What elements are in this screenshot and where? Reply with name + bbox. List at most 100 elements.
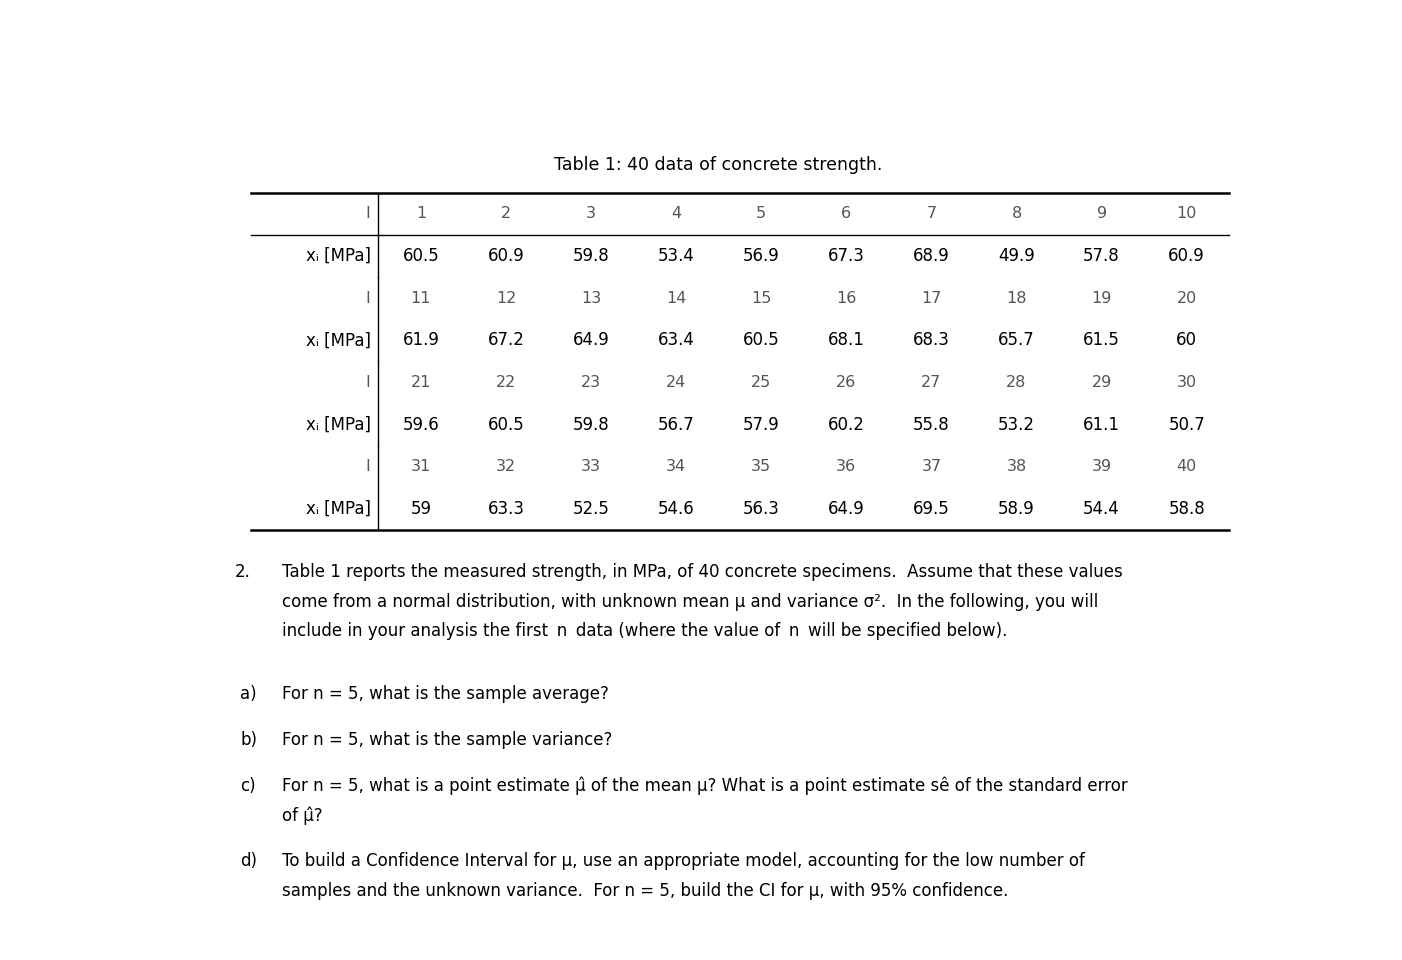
Text: 57.8: 57.8: [1084, 247, 1120, 265]
Text: Table 1: 40 data of concrete strength.: Table 1: 40 data of concrete strength.: [554, 156, 883, 174]
Text: 63.3: 63.3: [488, 500, 524, 517]
Text: 58.9: 58.9: [998, 500, 1035, 517]
Text: 29: 29: [1092, 375, 1112, 390]
Text: 60.9: 60.9: [1168, 247, 1206, 265]
Text: Table 1 reports the measured strength, in MPa, of 40 concrete specimens.  Assume: Table 1 reports the measured strength, i…: [282, 564, 1123, 581]
Text: 2.: 2.: [236, 564, 251, 581]
Text: 39: 39: [1092, 459, 1112, 474]
Text: 60.2: 60.2: [829, 416, 865, 434]
Text: 69.5: 69.5: [913, 500, 949, 517]
Text: a): a): [241, 685, 257, 703]
Text: I: I: [366, 291, 370, 305]
Text: 58.8: 58.8: [1168, 500, 1206, 517]
Text: 9: 9: [1096, 206, 1106, 222]
Text: 12: 12: [496, 291, 516, 305]
Text: include in your analysis the first  n  data (where the value of  n  will be spec: include in your analysis the first n dat…: [282, 622, 1007, 640]
Text: 56.9: 56.9: [743, 247, 780, 265]
Text: 59: 59: [411, 500, 432, 517]
Text: 17: 17: [921, 291, 942, 305]
Text: 16: 16: [836, 291, 857, 305]
Text: 1: 1: [416, 206, 426, 222]
Text: 60.9: 60.9: [488, 247, 524, 265]
Text: come from a normal distribution, with unknown mean μ and variance σ².  In the fo: come from a normal distribution, with un…: [282, 592, 1098, 611]
Text: 59.8: 59.8: [573, 247, 610, 265]
Text: xᵢ [MPa]: xᵢ [MPa]: [306, 331, 370, 349]
Text: 53.2: 53.2: [998, 416, 1035, 434]
Text: For n = 5, what is the sample variance?: For n = 5, what is the sample variance?: [282, 731, 613, 749]
Text: 2: 2: [501, 206, 512, 222]
Text: 22: 22: [496, 375, 516, 390]
Text: 5: 5: [756, 206, 767, 222]
Text: 28: 28: [1007, 375, 1026, 390]
Text: 65.7: 65.7: [998, 331, 1035, 349]
Text: xᵢ [MPa]: xᵢ [MPa]: [306, 416, 370, 434]
Text: 19: 19: [1091, 291, 1112, 305]
Text: 49.9: 49.9: [998, 247, 1035, 265]
Text: 24: 24: [666, 375, 687, 390]
Text: 25: 25: [751, 375, 771, 390]
Text: 15: 15: [751, 291, 771, 305]
Text: 53.4: 53.4: [658, 247, 694, 265]
Text: 7: 7: [927, 206, 937, 222]
Text: 64.9: 64.9: [829, 500, 865, 517]
Text: 60: 60: [1176, 331, 1197, 349]
Text: 61.5: 61.5: [1084, 331, 1120, 349]
Text: 40: 40: [1176, 459, 1197, 474]
Text: 38: 38: [1007, 459, 1026, 474]
Text: 18: 18: [1007, 291, 1026, 305]
Text: 11: 11: [411, 291, 432, 305]
Text: 30: 30: [1176, 375, 1197, 390]
Text: 61.9: 61.9: [402, 331, 439, 349]
Text: 68.1: 68.1: [829, 331, 865, 349]
Text: 31: 31: [411, 459, 430, 474]
Text: 68.3: 68.3: [913, 331, 951, 349]
Text: 59.8: 59.8: [573, 416, 610, 434]
Text: 3: 3: [586, 206, 596, 222]
Text: 50.7: 50.7: [1168, 416, 1206, 434]
Text: 56.7: 56.7: [658, 416, 694, 434]
Text: 64.9: 64.9: [573, 331, 610, 349]
Text: 60.5: 60.5: [743, 331, 780, 349]
Text: 32: 32: [496, 459, 516, 474]
Text: 21: 21: [411, 375, 432, 390]
Text: 36: 36: [837, 459, 857, 474]
Text: 34: 34: [666, 459, 686, 474]
Text: 6: 6: [841, 206, 851, 222]
Text: 55.8: 55.8: [913, 416, 949, 434]
Text: b): b): [241, 731, 258, 749]
Text: 13: 13: [580, 291, 601, 305]
Text: 60.5: 60.5: [402, 247, 439, 265]
Text: 68.9: 68.9: [913, 247, 949, 265]
Text: For n = 5, what is the sample average?: For n = 5, what is the sample average?: [282, 685, 608, 703]
Text: 67.2: 67.2: [488, 331, 524, 349]
Text: 4: 4: [672, 206, 681, 222]
Text: 35: 35: [751, 459, 771, 474]
Text: of μ̂?: of μ̂?: [282, 806, 322, 825]
Text: 57.9: 57.9: [743, 416, 780, 434]
Text: I: I: [366, 206, 370, 222]
Text: 61.1: 61.1: [1084, 416, 1120, 434]
Text: xᵢ [MPa]: xᵢ [MPa]: [306, 500, 370, 517]
Text: 10: 10: [1176, 206, 1197, 222]
Text: 60.5: 60.5: [488, 416, 524, 434]
Text: 20: 20: [1176, 291, 1197, 305]
Text: 26: 26: [836, 375, 857, 390]
Text: 54.4: 54.4: [1084, 500, 1120, 517]
Text: 59.6: 59.6: [402, 416, 439, 434]
Text: To build a Confidence Interval for μ, use an appropriate model, accounting for t: To build a Confidence Interval for μ, us…: [282, 852, 1085, 870]
Text: 14: 14: [666, 291, 687, 305]
Text: I: I: [366, 459, 370, 474]
Text: 52.5: 52.5: [572, 500, 610, 517]
Text: 8: 8: [1011, 206, 1022, 222]
Text: c): c): [241, 777, 257, 795]
Text: 56.3: 56.3: [743, 500, 780, 517]
Text: d): d): [241, 852, 258, 870]
Text: 23: 23: [580, 375, 601, 390]
Text: 27: 27: [921, 375, 942, 390]
Text: xᵢ [MPa]: xᵢ [MPa]: [306, 247, 370, 265]
Text: I: I: [366, 375, 370, 390]
Text: For n = 5, what is a point estimate μ̂ of the mean μ? What is a point estimate s: For n = 5, what is a point estimate μ̂ o…: [282, 777, 1127, 795]
Text: 37: 37: [921, 459, 942, 474]
Text: 67.3: 67.3: [829, 247, 865, 265]
Text: 33: 33: [580, 459, 601, 474]
